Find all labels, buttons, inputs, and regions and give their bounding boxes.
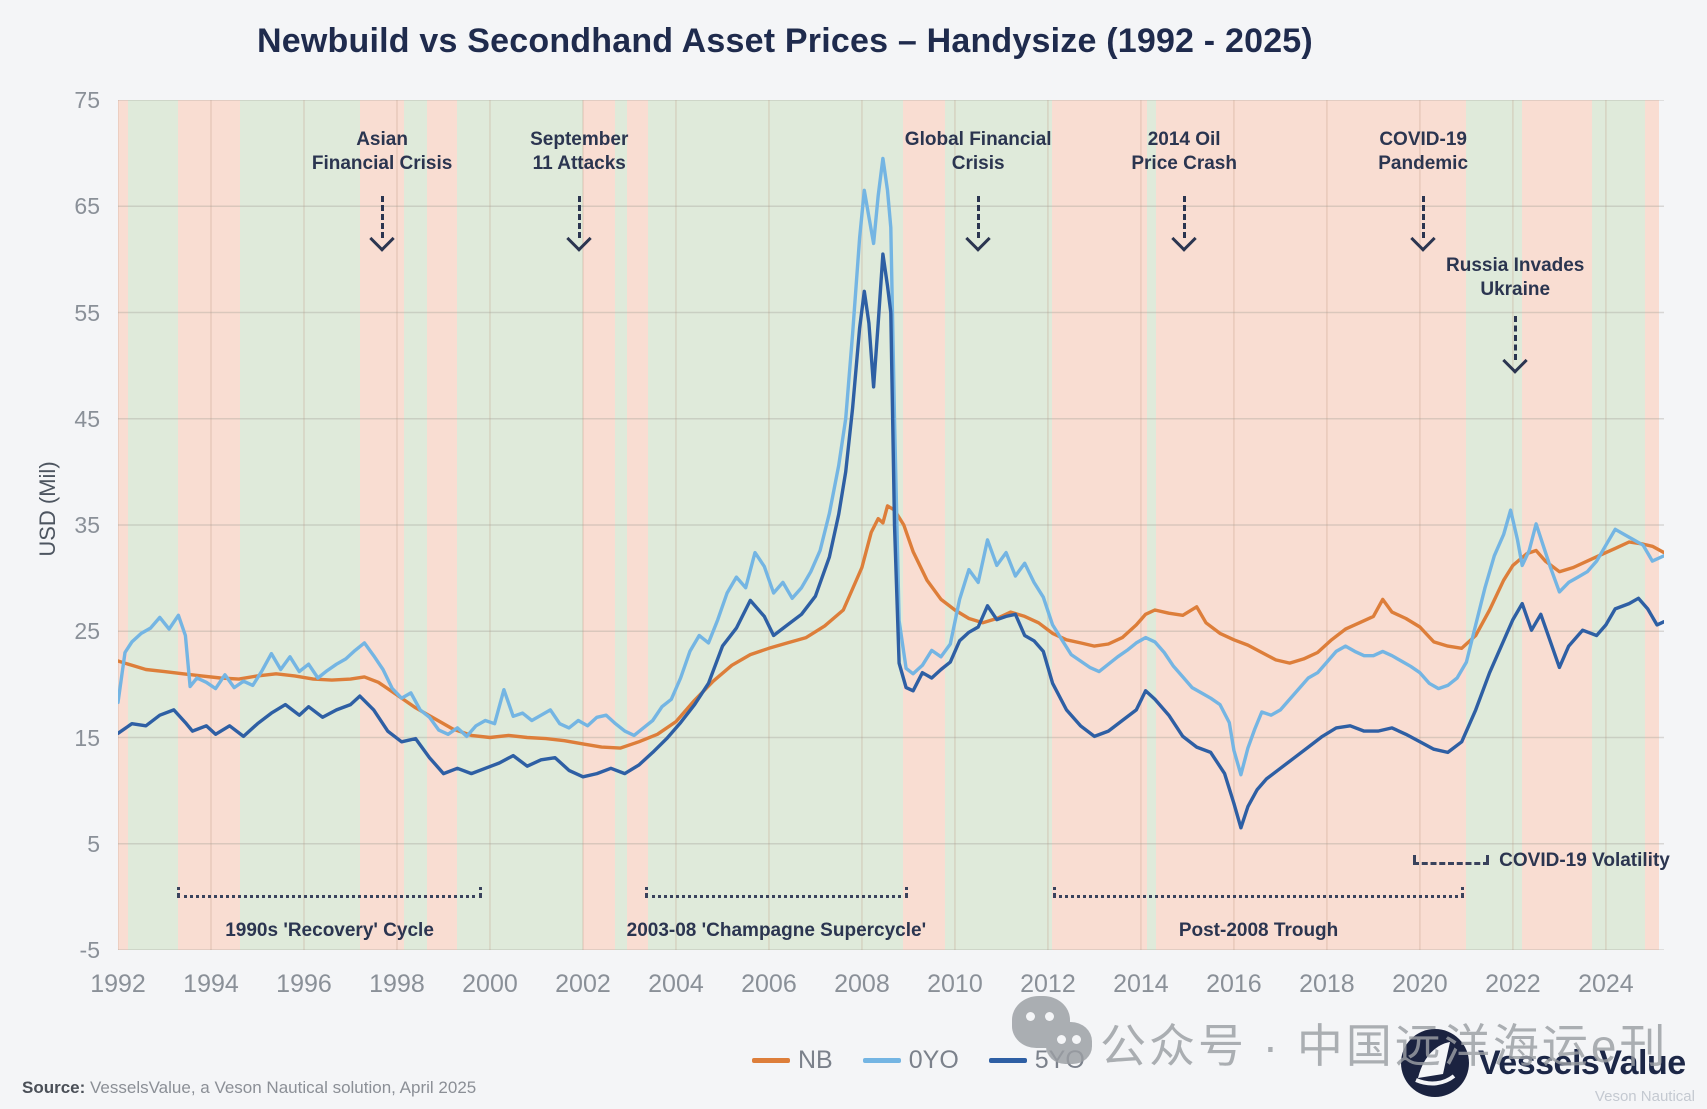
legend-item-NB: NB — [752, 1046, 833, 1075]
x-tick-label: 2008 — [834, 970, 890, 998]
cycle-band-green — [1591, 100, 1645, 950]
cycle-band-pink — [1155, 100, 1467, 950]
legend-swatch — [988, 1058, 1027, 1063]
veson-nautical-subtext: Veson Nautical — [1594, 1088, 1695, 1105]
legend-item-0YO: 0YO — [862, 1046, 959, 1075]
cycle-band-green — [615, 100, 628, 950]
y-tick-label: 75 — [74, 87, 100, 113]
y-tick-label: 15 — [74, 724, 100, 751]
y-tick-label: 45 — [74, 405, 100, 432]
annotation-covid-19-pandemic: COVID-19 Pandemic — [1378, 128, 1468, 177]
annotation-text: 2014 Oil Price Crash — [1131, 129, 1237, 175]
legend-swatch — [862, 1058, 901, 1063]
y-tick-label: 65 — [74, 193, 100, 220]
legend-label: NB — [798, 1046, 833, 1074]
vesselsvalue-logo: VesselsValue — [1398, 1026, 1686, 1100]
y-axis-title: USD (Mil) — [35, 461, 60, 557]
volatility-label: COVID-19 Volatility — [1499, 850, 1670, 871]
annotation-text: COVID-19 Pandemic — [1378, 129, 1469, 175]
annotation-arrow-russia-invades-ukraine — [1502, 316, 1528, 374]
x-tick-label: 1996 — [276, 970, 332, 998]
annotation-text: Global Financial Crisis — [904, 129, 1052, 175]
x-tick-label: 2000 — [462, 970, 518, 998]
y-tick-label: 5 — [87, 830, 100, 857]
annotation-text: September 11 Attacks — [530, 129, 629, 175]
x-tick-label: 2024 — [1578, 970, 1634, 998]
x-tick-label: 1998 — [369, 970, 425, 998]
cycle-band-pink — [1522, 100, 1592, 950]
x-tick-label: 2002 — [555, 970, 611, 998]
source-label: Source: — [22, 1078, 86, 1097]
annotation-asian-financial-crisis: Asian Financial Crisis — [312, 128, 452, 177]
y-tick-label: 35 — [74, 512, 100, 538]
legend-swatch — [752, 1058, 790, 1063]
period-label-recovery-cycle: 1990s 'Recovery' Cycle — [225, 920, 434, 941]
chart-title: Newbuild vs Secondhand Asset Prices – Ha… — [257, 22, 1313, 60]
period-bracket-post-2008-trough — [1053, 887, 1465, 898]
source-note: Source: VesselsValue, a Veson Nautical s… — [22, 1078, 476, 1098]
cycle-band-pink — [427, 100, 457, 950]
annotation-arrow-covid-19-pandemic — [1410, 196, 1436, 252]
x-tick-label: 2014 — [1113, 970, 1169, 998]
cycle-band-green — [944, 100, 1053, 950]
annotation-text: Russia Invades Ukraine — [1446, 255, 1585, 301]
cycle-band-green — [456, 100, 583, 950]
watermark-text: 公众号 · 中国远洋海运e刊 — [1100, 1020, 1669, 1072]
x-tick-label: 2022 — [1485, 970, 1541, 998]
cycle-band-green — [128, 100, 178, 950]
cycle-band-pink — [582, 100, 616, 950]
series-line-NB — [118, 504, 1664, 750]
annotation-september-11-attacks: September 11 Attacks — [530, 128, 628, 177]
annotation-2014-oil-price-crash: 2014 Oil Price Crash — [1131, 128, 1237, 177]
annotation-arrow-asian-financial-crisis — [369, 196, 395, 252]
x-tick-label: 2010 — [927, 970, 983, 998]
annotation-arrow-global-financial-crisis — [965, 196, 991, 252]
cycle-band-green — [239, 100, 360, 950]
y-tick-label: 55 — [74, 299, 100, 326]
annotation-arrow-2014-oil-price-crash — [1171, 196, 1197, 252]
period-bracket-recovery-cycle — [177, 887, 483, 898]
x-tick-label: 2016 — [1206, 970, 1262, 998]
x-tick-label: 2004 — [648, 970, 704, 998]
cycle-band-pink — [359, 100, 404, 950]
period-bracket-champagne-supercycle — [644, 887, 908, 898]
series-line-0YO — [118, 156, 1664, 777]
x-tick-label: 1992 — [90, 970, 146, 998]
source-text: VesselsValue, a Veson Nautical solution,… — [85, 1078, 477, 1097]
cycle-band-pink — [1052, 100, 1147, 950]
cycle-band-pink — [627, 100, 649, 950]
x-tick-label: 1994 — [183, 970, 239, 998]
cycle-band-pink — [902, 100, 945, 950]
cycle-band-pink — [1644, 100, 1659, 950]
y-tick-label: 25 — [74, 618, 100, 645]
x-tick-label: 2020 — [1392, 970, 1448, 998]
y-tick-label: -5 — [79, 937, 100, 963]
legend: NB0YO5YO — [752, 1046, 1085, 1075]
cycle-band-pink — [118, 100, 129, 950]
legend-label: 0YO — [908, 1046, 959, 1074]
series-line-5YO — [118, 252, 1664, 830]
chart-canvas — [118, 100, 1664, 950]
annotation-arrow-september-11-attacks — [566, 196, 592, 252]
wechat-icon-small — [1046, 1022, 1092, 1064]
plot-area: Asian Financial Crisis September 11 Attacks… — [118, 100, 1670, 950]
cycle-band-pink — [177, 100, 240, 950]
vesselsvalue-logo-text: VesselsValue — [1478, 1043, 1686, 1082]
period-label-post-2008-trough: Post-2008 Trough — [1178, 920, 1339, 941]
cycle-band-green — [403, 100, 428, 950]
cycle-band-green — [1146, 100, 1156, 950]
period-label-champagne-supercycle: 2003-08 'Champagne Supercycle' — [626, 920, 927, 941]
annotation-text: Asian Financial Crisis — [311, 129, 453, 175]
volatility-bracket-covid-19-volatility — [1413, 855, 1490, 865]
annotation-russia-invades-ukraine: Russia Invades Ukraine — [1446, 254, 1584, 303]
x-tick-label: 2012 — [1020, 970, 1076, 998]
vesselsvalue-logo-icon — [1401, 1029, 1469, 1097]
annotation-global-financial-crisis: Global Financial Crisis — [905, 128, 1052, 177]
x-tick-label: 2006 — [741, 970, 797, 998]
x-tick-label: 2018 — [1299, 970, 1355, 998]
